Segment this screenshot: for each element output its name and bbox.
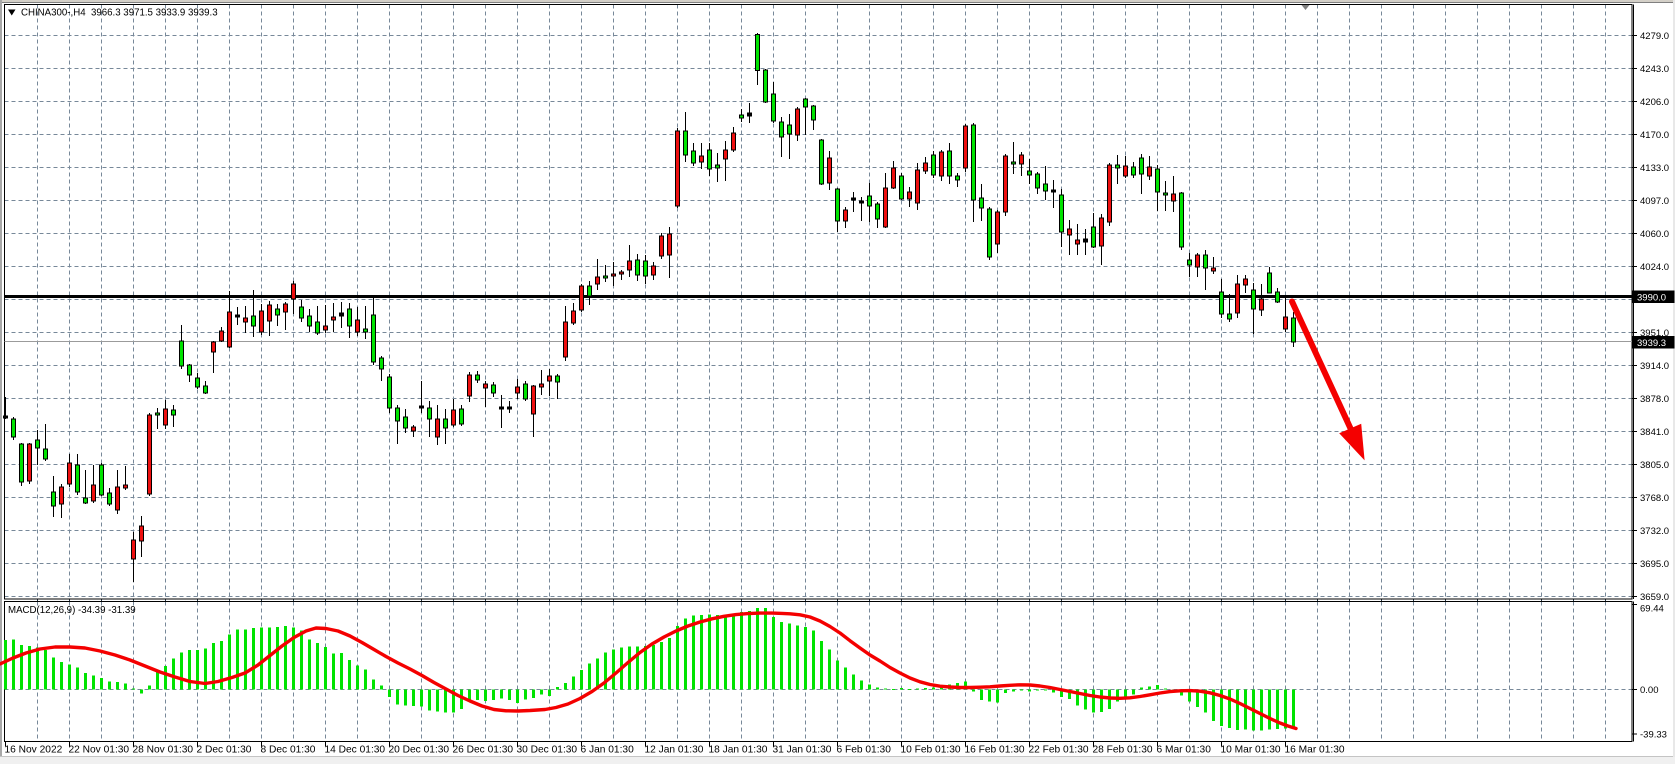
svg-text:20 Dec 01:30: 20 Dec 01:30 [389, 744, 450, 755]
svg-text:28 Feb 01:30: 28 Feb 01:30 [1093, 744, 1153, 755]
svg-text:4060.0: 4060.0 [1640, 229, 1669, 240]
svg-text:22 Nov 01:30: 22 Nov 01:30 [69, 744, 130, 755]
svg-text:3732.0: 3732.0 [1640, 526, 1669, 537]
svg-text:3951.0: 3951.0 [1640, 328, 1669, 339]
svg-text:6 Mar 01:30: 6 Mar 01:30 [1157, 744, 1212, 755]
svg-text:3805.0: 3805.0 [1640, 460, 1669, 471]
svg-text:3914.0: 3914.0 [1640, 361, 1669, 372]
svg-text:26 Dec 01:30: 26 Dec 01:30 [453, 744, 514, 755]
svg-text:4243.0: 4243.0 [1640, 64, 1669, 75]
svg-text:3878.0: 3878.0 [1640, 394, 1669, 405]
svg-text:14 Dec 01:30: 14 Dec 01:30 [325, 744, 386, 755]
svg-text:MACD(12,26,9) -34.39 -31.39: MACD(12,26,9) -34.39 -31.39 [8, 605, 136, 616]
svg-text:16 Feb 01:30: 16 Feb 01:30 [965, 744, 1025, 755]
svg-text:3939.3: 3939.3 [1637, 338, 1666, 349]
svg-text:10 Mar 01:30: 10 Mar 01:30 [1221, 744, 1281, 755]
svg-text:3990.0: 3990.0 [1637, 293, 1666, 304]
svg-text:4024.0: 4024.0 [1640, 262, 1669, 273]
svg-text:6 Feb 01:30: 6 Feb 01:30 [837, 744, 892, 755]
svg-text:-39.33: -39.33 [1640, 730, 1667, 741]
svg-text:12 Jan 01:30: 12 Jan 01:30 [645, 744, 704, 755]
svg-text:18 Jan 01:30: 18 Jan 01:30 [709, 744, 768, 755]
svg-text:4097.0: 4097.0 [1640, 196, 1669, 207]
svg-text:2 Dec 01:30: 2 Dec 01:30 [197, 744, 252, 755]
svg-text:3768.0: 3768.0 [1640, 493, 1669, 504]
svg-text:4279.0: 4279.0 [1640, 31, 1669, 42]
svg-text:3841.0: 3841.0 [1640, 427, 1669, 438]
svg-text:16 Mar 01:30: 16 Mar 01:30 [1285, 744, 1345, 755]
svg-text:31 Jan 01:30: 31 Jan 01:30 [773, 744, 832, 755]
svg-text:69.44: 69.44 [1640, 604, 1664, 615]
svg-text:3659.0: 3659.0 [1640, 592, 1669, 603]
svg-text:6 Jan 01:30: 6 Jan 01:30 [581, 744, 635, 755]
svg-text:30 Dec 01:30: 30 Dec 01:30 [517, 744, 578, 755]
svg-text:8 Dec 01:30: 8 Dec 01:30 [261, 744, 316, 755]
svg-text:4170.0: 4170.0 [1640, 130, 1669, 141]
svg-text:28 Nov 01:30: 28 Nov 01:30 [133, 744, 194, 755]
svg-text:4206.0: 4206.0 [1640, 97, 1669, 108]
svg-text:16 Nov 2022: 16 Nov 2022 [5, 744, 63, 755]
svg-text:10 Feb 01:30: 10 Feb 01:30 [901, 744, 961, 755]
svg-text:CHINA300-,H4 3966.3 3971.5 39: CHINA300-,H4 3966.3 3971.5 3933.9 3939.3 [21, 8, 218, 19]
svg-text:22 Feb 01:30: 22 Feb 01:30 [1029, 744, 1089, 755]
svg-text:3695.0: 3695.0 [1640, 559, 1669, 570]
svg-text:4133.0: 4133.0 [1640, 163, 1669, 174]
svg-text:0.00: 0.00 [1640, 685, 1659, 696]
